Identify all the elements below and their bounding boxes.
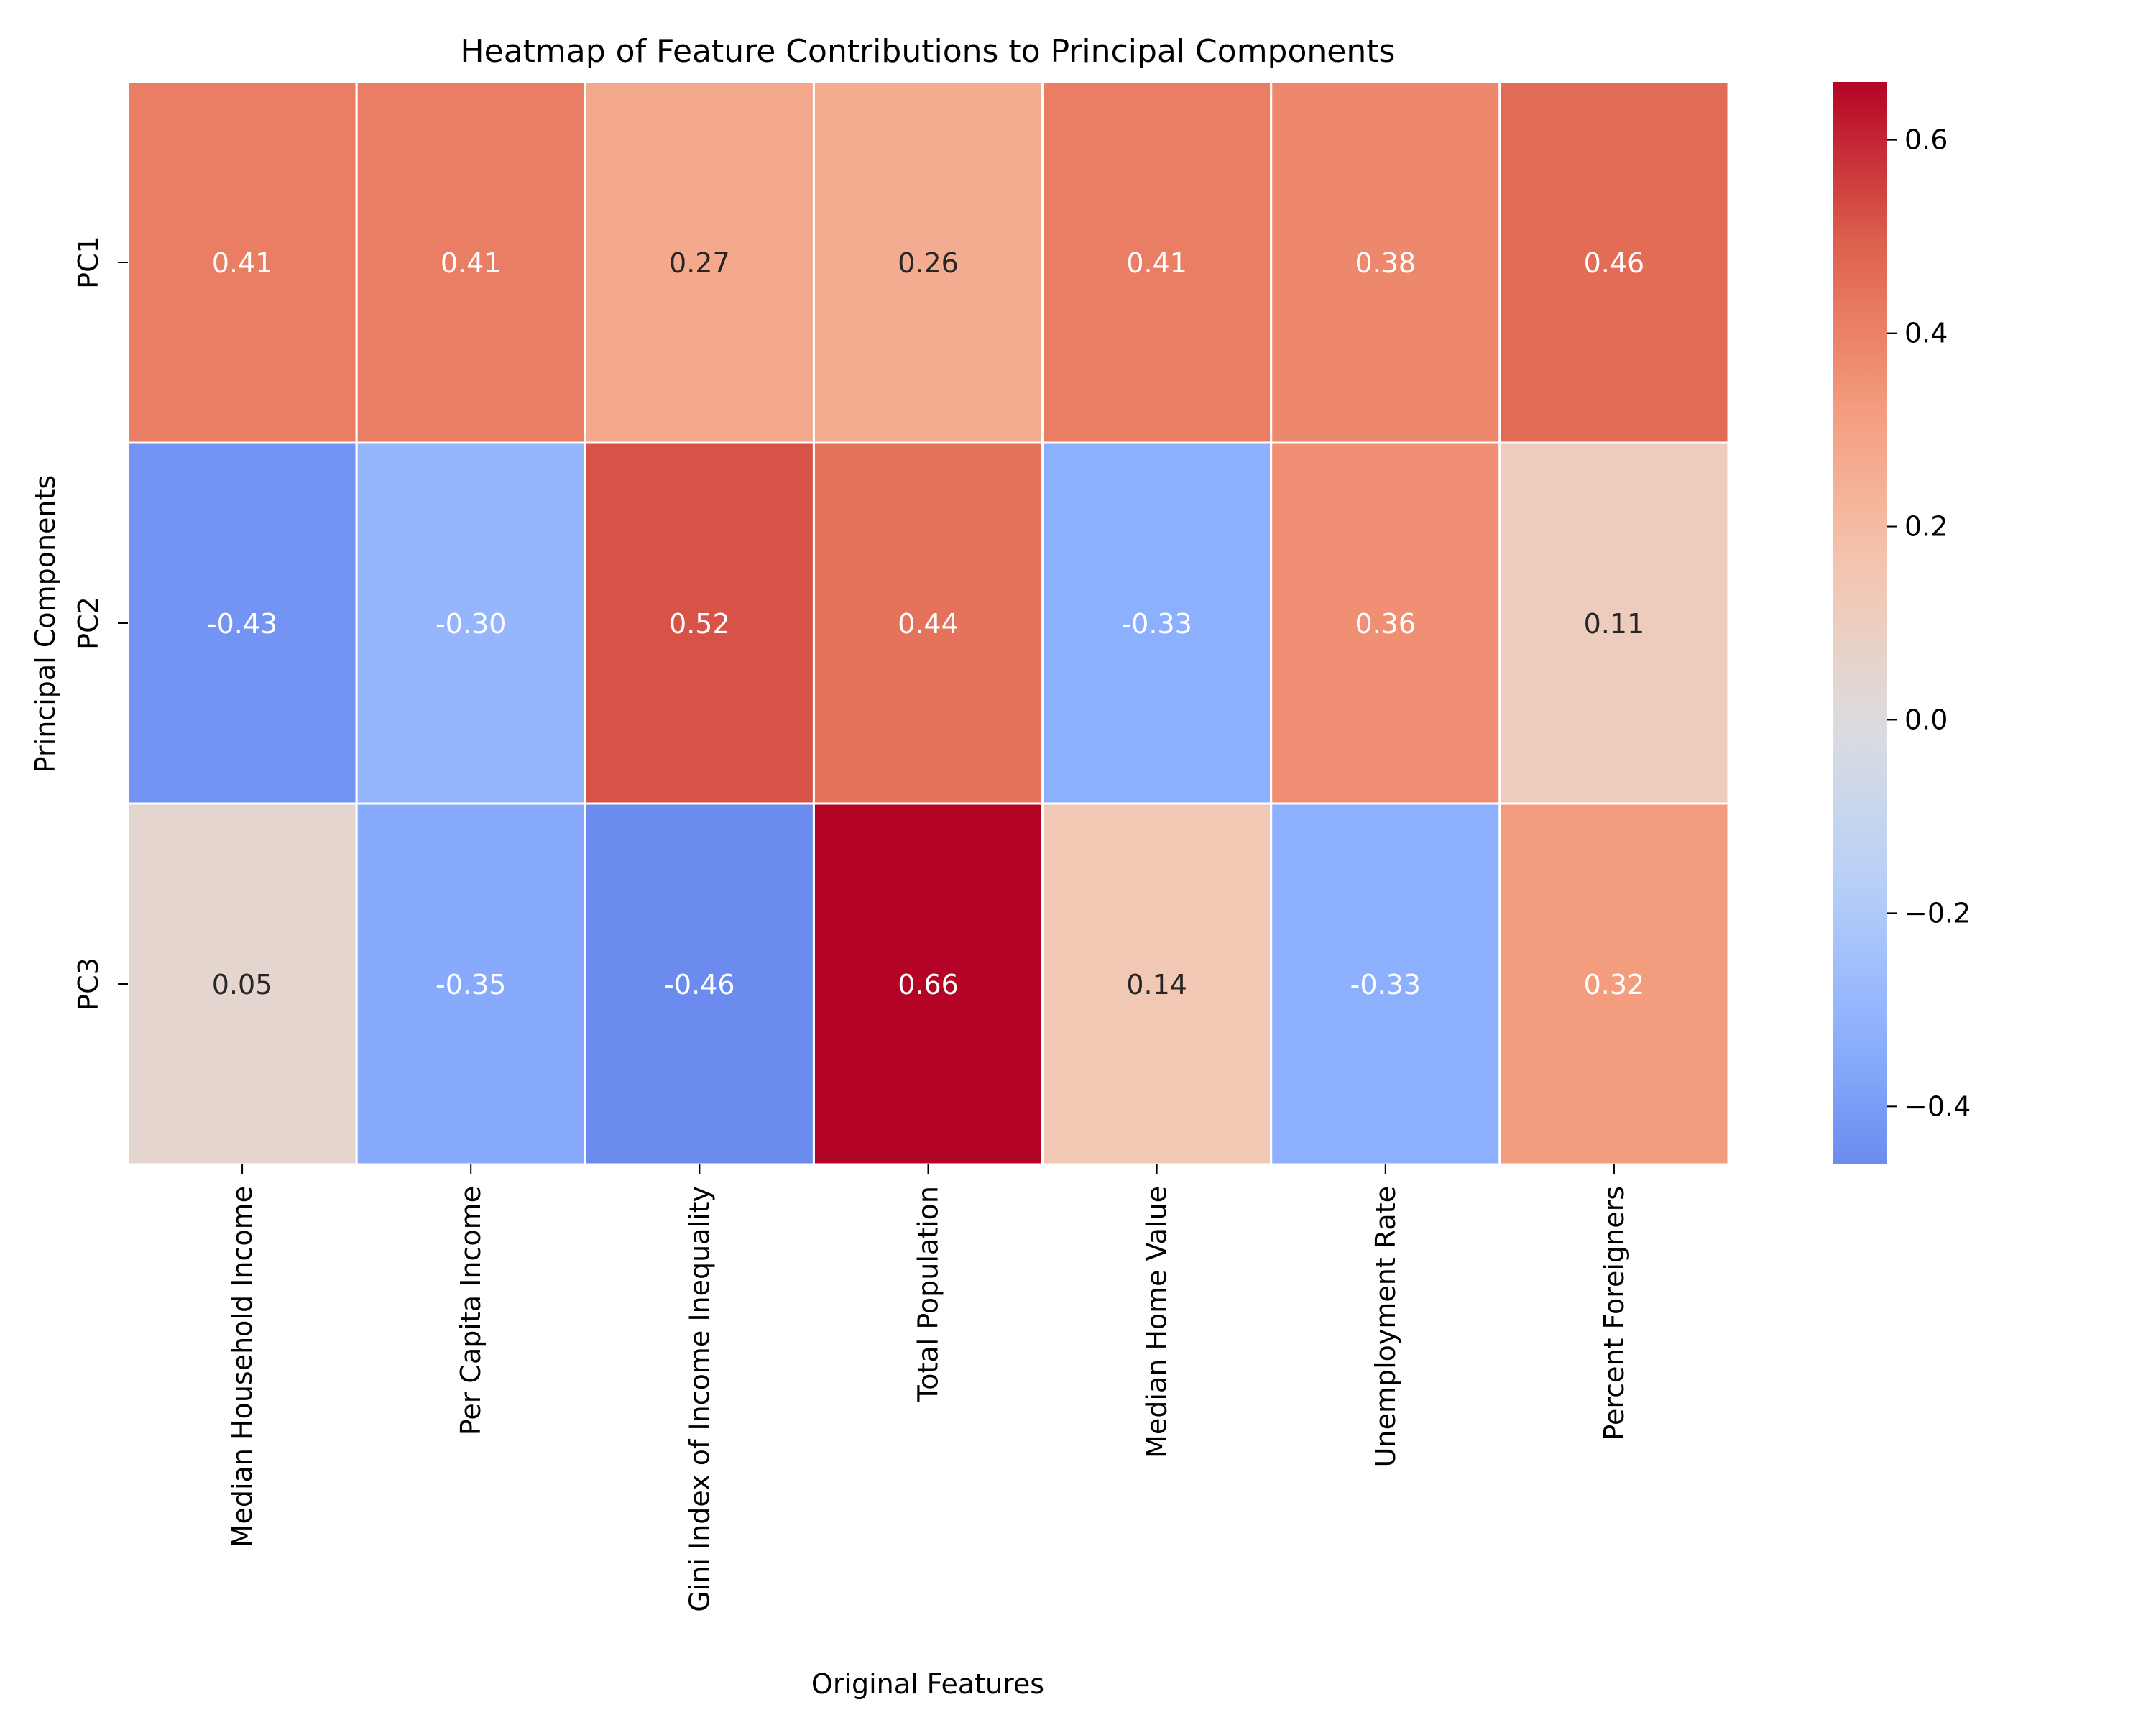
heatmap-cell <box>1270 441 1501 805</box>
cell-value-label: 0.27 <box>669 247 730 279</box>
heatmap-cells <box>126 80 1730 1166</box>
colorbar-tick-label: −0.2 <box>1904 897 1971 929</box>
cell-value-label: -0.35 <box>436 969 506 1000</box>
cell-value-label: 0.14 <box>1126 969 1187 1000</box>
heatmap-cell <box>584 441 815 805</box>
cell-value-label: -0.33 <box>1121 608 1192 640</box>
heatmap-cell <box>584 802 815 1166</box>
heatmap-cell <box>1498 441 1730 805</box>
x-axis: Median Household Income Per Capita Income… <box>226 1164 1630 1612</box>
cell-value-label: 0.38 <box>1355 247 1416 279</box>
heatmap-cell <box>1498 802 1730 1166</box>
heatmap-cell <box>126 80 358 444</box>
x-tick-label: Median Home Value <box>1141 1186 1173 1458</box>
cell-value-label: 0.36 <box>1355 608 1416 640</box>
heatmap-cell <box>1041 441 1273 805</box>
cell-value-label: -0.33 <box>1350 969 1421 1000</box>
heatmap-cell <box>1270 802 1501 1166</box>
heatmap-cell <box>1041 80 1273 444</box>
cell-value-label: 0.26 <box>898 247 959 279</box>
x-tick-label: Unemployment Rate <box>1370 1186 1401 1467</box>
heatmap-cell <box>355 80 586 444</box>
cell-value-label: 0.41 <box>212 247 273 279</box>
heatmap-cell <box>812 802 1044 1166</box>
colorbar-gradient <box>1833 82 1887 1164</box>
cell-value-label: 0.41 <box>441 247 502 279</box>
x-axis-label: Original Features <box>811 1668 1044 1700</box>
heatmap-cell <box>1041 802 1273 1166</box>
x-tick-label: Gini Index of Income Inequality <box>683 1186 715 1612</box>
x-tick-label: Per Capita Income <box>455 1186 487 1435</box>
cell-value-label: 0.32 <box>1584 969 1645 1000</box>
cell-value-label: 0.05 <box>212 969 273 1000</box>
cell-value-label: 0.46 <box>1584 247 1645 279</box>
y-axis-label: Principal Components <box>29 475 61 773</box>
x-tick-label: Percent Foreigners <box>1598 1186 1630 1441</box>
colorbar-tick-label: 0.6 <box>1904 124 1948 156</box>
colorbar: −0.4 −0.2 0.0 0.2 0.4 0.6 <box>1833 82 1971 1164</box>
colorbar-tick-label: 0.0 <box>1904 704 1948 735</box>
cell-value-label: 0.66 <box>898 969 959 1000</box>
x-tick-label: Median Household Income <box>226 1186 258 1547</box>
cell-value-label: -0.43 <box>207 608 277 640</box>
cell-value-label: -0.30 <box>436 608 506 640</box>
y-axis: PC1 PC2 PC3 <box>73 236 128 1011</box>
chart-title: Heatmap of Feature Contributions to Prin… <box>461 33 1396 70</box>
y-tick-label: PC3 <box>73 957 104 1011</box>
cell-value-label: 0.41 <box>1126 247 1187 279</box>
heatmap-cell <box>126 441 358 805</box>
heatmap-cell <box>1270 80 1501 444</box>
heatmap-cell <box>126 802 358 1166</box>
cell-value-label: 0.44 <box>898 608 959 640</box>
y-tick-label: PC1 <box>73 236 104 289</box>
colorbar-tick-label: 0.2 <box>1904 511 1948 543</box>
colorbar-tick-label: −0.4 <box>1904 1090 1971 1122</box>
cell-value-label: 0.52 <box>669 608 730 640</box>
heatmap-cell <box>584 80 815 444</box>
cell-value-label: -0.46 <box>664 969 734 1000</box>
y-tick-label: PC2 <box>73 597 104 650</box>
colorbar-tick-label: 0.4 <box>1904 318 1948 349</box>
heatmap-cell <box>355 802 586 1166</box>
heatmap-cell-labels: 0.41 0.41 0.27 0.26 0.41 0.38 0.46 -0.43 -0.30 0.… <box>207 247 1644 1000</box>
x-tick-label: Total Population <box>913 1186 944 1402</box>
heatmap-cell <box>812 80 1044 444</box>
cell-value-label: 0.11 <box>1584 608 1645 640</box>
